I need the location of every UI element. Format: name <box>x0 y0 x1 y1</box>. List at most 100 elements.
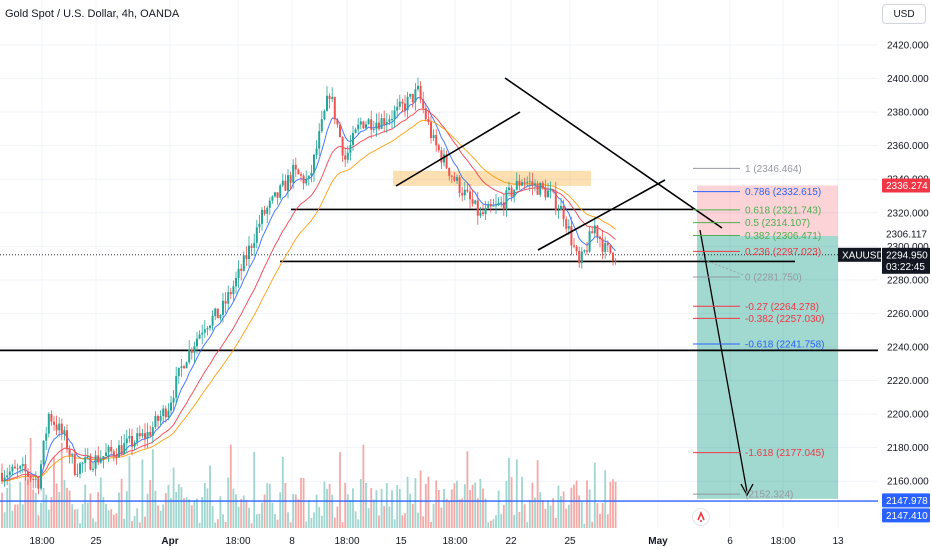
volume-bar <box>63 479 66 528</box>
time-axis[interactable]: 18:00 25 Apr 18:00 8 18:00 15 18:00 22 25 May 6 18:0… <box>0 528 878 550</box>
candle-body <box>430 122 432 139</box>
volume-bar <box>79 523 81 528</box>
volume-bar <box>339 452 341 528</box>
volume-bar <box>279 492 282 528</box>
candle-body <box>378 122 380 129</box>
candle-body <box>263 209 266 214</box>
candle-body <box>203 329 206 333</box>
volume-bar <box>177 484 180 528</box>
time-tick-label: 18:00 <box>442 536 467 547</box>
candle-body <box>307 175 310 179</box>
candle-body <box>237 268 240 278</box>
candle-body <box>154 416 157 428</box>
price-axis[interactable]: 2160.000 2180.000 2200.000 2220.000 2240.000… <box>878 0 932 550</box>
volume-bar <box>86 502 89 528</box>
candle-body <box>562 205 565 220</box>
volume-bar <box>365 482 367 528</box>
candle-body <box>123 443 126 455</box>
candle-body <box>94 455 97 469</box>
volume-bar <box>385 483 388 528</box>
candle-body <box>588 231 591 252</box>
candle-body <box>612 252 614 261</box>
candle-body <box>261 209 263 224</box>
volume-bar <box>344 482 347 528</box>
volume-bar <box>531 482 534 528</box>
candle-body <box>97 455 100 463</box>
tag-blue-1-bg <box>882 493 930 508</box>
volume-bar <box>596 503 599 528</box>
drawing-layer <box>395 77 754 497</box>
candle-body <box>175 376 178 398</box>
volume-bar <box>419 470 422 528</box>
candle-body <box>201 332 204 335</box>
price-axis-bg <box>878 0 932 550</box>
candle-body <box>315 148 318 155</box>
volume-bar <box>424 483 427 528</box>
candle-body <box>414 89 417 103</box>
candle-body <box>339 124 341 138</box>
volume-bar <box>164 493 167 528</box>
volume-bar <box>549 505 552 528</box>
candle-body <box>58 423 61 431</box>
volume-bar <box>3 512 6 528</box>
candle-body <box>292 164 295 183</box>
volume-bar <box>55 483 58 528</box>
volume-bar <box>375 490 378 528</box>
volume-bar <box>297 499 300 528</box>
volume-bar <box>580 501 583 528</box>
candle-body <box>120 445 123 455</box>
candle-body <box>609 245 612 253</box>
candle-body <box>526 181 529 183</box>
candle-body <box>549 190 552 192</box>
supply-zone <box>393 170 591 186</box>
price-tick-label: 2240.000 <box>887 343 929 354</box>
volume-bar <box>359 479 362 528</box>
candle-layer <box>1 77 617 495</box>
candle-body <box>359 121 362 125</box>
volume-bar <box>248 507 250 528</box>
currency-button[interactable]: USD <box>882 4 926 24</box>
candle-body <box>354 129 357 133</box>
volume-bar <box>567 504 570 528</box>
volume-bar <box>422 516 425 528</box>
candle-body <box>557 209 560 211</box>
volume-bar <box>47 509 50 528</box>
volume-bar <box>287 512 289 528</box>
volume-bar <box>461 498 464 528</box>
candle-body <box>357 124 360 130</box>
candle-body <box>437 145 440 151</box>
time-tick-label: 18:00 <box>225 536 250 547</box>
volume-bar <box>315 494 318 528</box>
volume-bar <box>42 488 45 528</box>
candle-body <box>596 225 599 237</box>
candle-body <box>151 427 154 436</box>
volume-bar <box>562 491 565 528</box>
volume-bar <box>612 479 614 528</box>
volume-bar <box>138 522 141 528</box>
volume-bar <box>115 513 118 528</box>
volume-bar <box>154 490 157 528</box>
volume-bar <box>281 456 284 528</box>
volume-bar <box>144 516 146 528</box>
candle-body <box>396 106 399 111</box>
time-tick-label: 15 <box>395 536 407 547</box>
candle-body <box>297 169 300 175</box>
candle-body <box>24 464 27 472</box>
volume-bar <box>391 490 393 528</box>
candle-body <box>76 473 79 475</box>
fib-layer: 1 (2346.464) 0.786 (2332.615) 0.618 (2321.… <box>693 164 825 501</box>
candle-body <box>11 466 14 472</box>
volume-bar <box>203 482 206 528</box>
candle-body <box>349 144 352 153</box>
candle-body <box>385 121 388 125</box>
chart-title: Gold Spot / U.S. Dollar, 4h, OANDA <box>5 8 180 20</box>
candle-body <box>424 108 427 120</box>
candle-body <box>580 251 583 264</box>
take-profit-zone <box>697 236 838 499</box>
candle-body <box>461 192 464 196</box>
candle-body <box>287 175 289 191</box>
fib-label-4: 0.382 (2306.471) <box>745 231 821 242</box>
volume-bar <box>21 504 24 528</box>
volume-bar <box>599 513 601 528</box>
